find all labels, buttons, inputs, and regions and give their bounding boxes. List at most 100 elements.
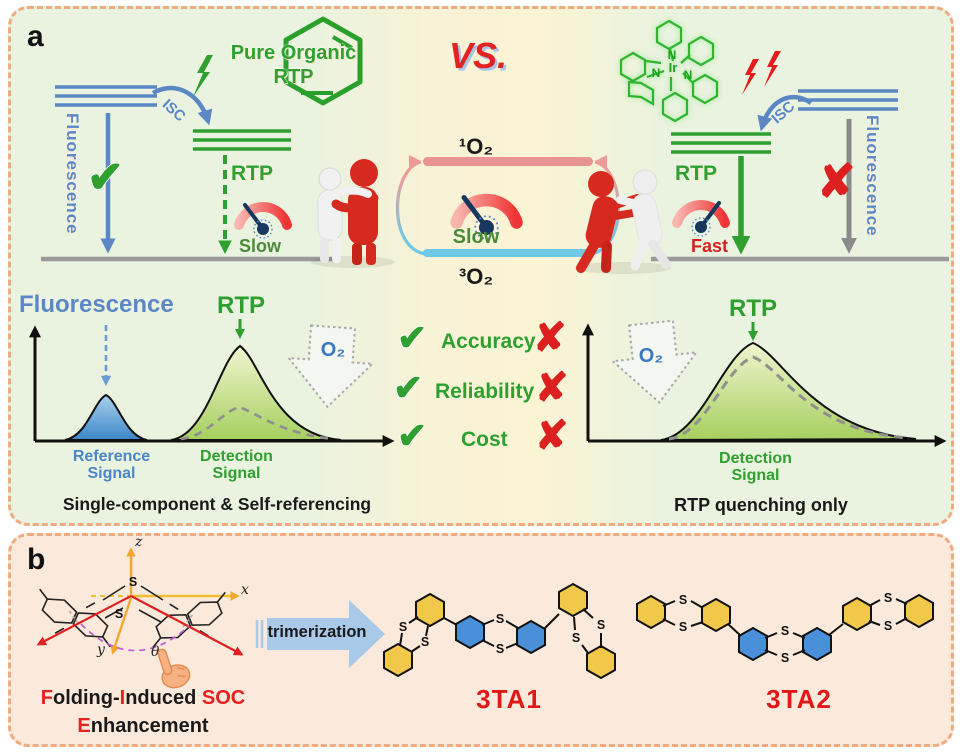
z-axis-label: z — [134, 536, 143, 550]
slow-label-left: Slow — [239, 236, 282, 256]
fie-e: E — [77, 715, 91, 737]
fluorescence-label-left: Fluorescence — [62, 113, 82, 235]
s-atoms: S S S S S S — [679, 591, 892, 665]
isc-arrow-left — [151, 85, 213, 126]
reference-signal-label: Reference Signal — [49, 448, 174, 483]
s-atom-label: S — [781, 651, 789, 665]
left-spectrum — [29, 319, 395, 447]
check-icon: ✔ — [87, 153, 124, 202]
ir-atom-label: Ir — [669, 60, 678, 75]
structure-3ta2: S S S S S S — [636, 591, 934, 665]
caption-left: Single-component & Self-referencing — [62, 494, 372, 514]
hinge-bonds — [102, 585, 164, 623]
o2-down-arrow-right — [610, 319, 699, 405]
checklist-reliability: Reliability — [435, 380, 535, 403]
quenched-peak-dashed — [180, 405, 334, 441]
caption-right: RTP quenching only — [674, 495, 848, 515]
s-atom-label: S — [679, 620, 687, 634]
n-atom-label: N — [652, 66, 661, 80]
quenched-peak-dashed — [668, 355, 910, 441]
check-icon: ✔ — [397, 415, 428, 456]
panel-a-graphics: N N N Ir — [29, 16, 949, 447]
panel-a: N N N Ir — [8, 6, 954, 526]
n-atom-label: N — [668, 48, 677, 62]
detection-signal-label-left: Detection Signal — [174, 448, 299, 483]
right-spectrum — [582, 322, 947, 447]
s-atom-label: S — [597, 618, 605, 632]
y-axis — [110, 597, 133, 655]
o2-label-left: O₂ — [320, 339, 346, 361]
s-atom-label: S — [115, 607, 123, 621]
triplet-oxygen-label: ³O₂ — [458, 264, 494, 289]
benzene-hexagon — [283, 16, 363, 106]
detection-peak — [660, 341, 917, 441]
triplet-levels-left — [193, 129, 291, 151]
reference-signal-line1: Reference — [72, 448, 151, 465]
iridium-complex: N N N Ir — [619, 19, 719, 123]
cross-icon: ✘ — [817, 155, 856, 207]
cycle-arrowhead — [595, 155, 607, 167]
fie-nduced: nduced — [125, 687, 202, 709]
rtp-label-right: RTP — [675, 162, 717, 185]
s-atoms: S S S S S S — [399, 612, 605, 656]
s-atom-label: S — [421, 635, 429, 649]
cycle-arrowhead — [409, 155, 421, 167]
fast-label: Fast — [691, 236, 729, 256]
slow-label-center: Slow — [452, 226, 500, 248]
s-atom-label: S — [496, 612, 504, 626]
fie-f: F — [40, 687, 53, 709]
fie-soc: SOC — [201, 687, 246, 709]
n-atom-label: N — [684, 68, 693, 82]
mol1-label: 3TA1 — [476, 684, 542, 714]
hugging-figures — [311, 159, 395, 268]
excitation-bolt-green — [193, 55, 213, 97]
speedometer-slow-center — [450, 193, 523, 240]
s-atom-label: S — [679, 593, 687, 607]
mol2-label: 3TA2 — [766, 684, 832, 714]
pointing-hand-icon — [157, 648, 191, 689]
folding-angle-arc — [80, 623, 190, 652]
structure-3ta1: S S S S S S — [383, 583, 616, 679]
rtp-spectrum-label-left: RTP — [217, 292, 265, 319]
fie-i: I — [119, 687, 126, 709]
detection-signal-line1: Detection — [719, 450, 792, 467]
s-atom-label: S — [572, 631, 580, 645]
fie-nhancement: nhancement — [90, 715, 209, 737]
singlet-oxygen-bar — [423, 157, 593, 166]
checklist-accuracy: Accuracy — [441, 330, 536, 353]
x-axis-label: x — [241, 582, 249, 598]
transition-dipole-arrow-right — [130, 595, 244, 656]
isc-arrow-right — [757, 94, 813, 132]
bonds — [662, 598, 908, 656]
cross-icon: ✘ — [535, 414, 569, 458]
checklist-cost: Cost — [461, 428, 508, 451]
s-atom-label: S — [884, 619, 892, 633]
transition-dipole-arrow-left — [36, 595, 132, 646]
reference-peak — [64, 393, 148, 441]
panel-a-label: a — [27, 20, 44, 53]
singlet-levels-left — [55, 85, 157, 107]
s-atom-label: S — [129, 575, 137, 589]
bonds — [399, 608, 602, 654]
detection-peak — [170, 344, 342, 441]
speedometer-slow-left — [234, 202, 292, 239]
detection-signal-line2: Signal — [212, 464, 261, 482]
folded-molecule-sketch: z x y S — [36, 536, 249, 689]
cycle-arc-left — [396, 160, 426, 256]
cross-icon: ✘ — [535, 366, 569, 410]
panel-b-label: b — [27, 543, 46, 576]
excitation-bolt-red — [764, 51, 781, 87]
triplet-levels-right — [671, 132, 771, 154]
panel-b-graphics: z x y S — [36, 536, 934, 689]
right-energy-diagram — [651, 51, 949, 262]
pushing-figures — [575, 169, 671, 274]
oxygen-cycle — [396, 155, 620, 257]
o2-label-right: O₂ — [638, 345, 664, 367]
s-atom-label: S — [399, 620, 407, 634]
detection-signal-line1: Detection — [200, 448, 273, 465]
detection-signal-line2: Signal — [731, 466, 780, 484]
s-atom-label: S — [884, 591, 892, 605]
rtp-spectrum-label-right: RTP — [729, 295, 777, 322]
excitation-bolt-red — [742, 59, 759, 95]
detection-signal-label-right: Detection Signal — [693, 450, 818, 485]
